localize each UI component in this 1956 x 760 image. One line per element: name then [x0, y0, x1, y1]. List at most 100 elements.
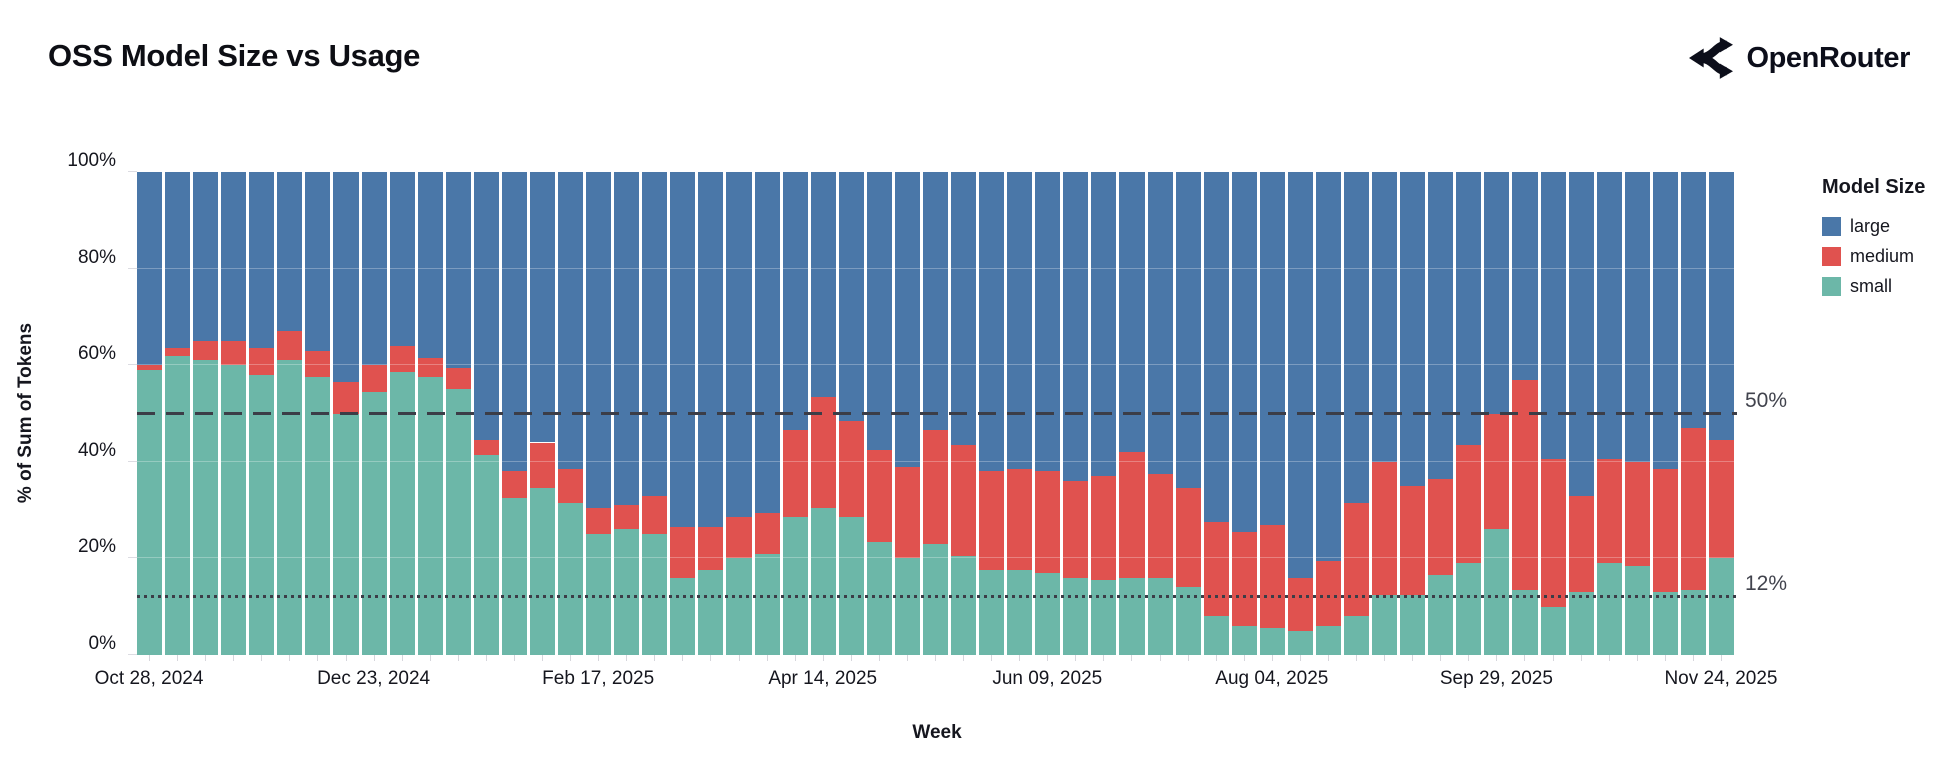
bar-segment-medium[interactable] — [726, 517, 752, 559]
bar-segment-large[interactable] — [1484, 172, 1510, 414]
bar[interactable] — [1400, 172, 1426, 655]
bar-segment-medium[interactable] — [1344, 502, 1370, 617]
bar-segment-small[interactable] — [1175, 587, 1201, 655]
bar-segment-large[interactable] — [221, 172, 247, 342]
bar[interactable] — [1007, 172, 1033, 655]
bar-segment-medium[interactable] — [221, 341, 247, 366]
bar[interactable] — [586, 172, 612, 655]
bar-segment-large[interactable] — [1259, 172, 1285, 525]
bar-segment-medium[interactable] — [922, 430, 949, 544]
bar-segment-large[interactable] — [1007, 172, 1033, 470]
bar-segment-large[interactable] — [642, 172, 668, 496]
bar[interactable] — [726, 172, 752, 655]
bar[interactable] — [1119, 172, 1145, 655]
bar[interactable] — [951, 172, 977, 655]
bar[interactable] — [1540, 172, 1566, 655]
bar-segment-medium[interactable] — [417, 357, 443, 378]
bar[interactable] — [1315, 172, 1341, 655]
bar-segment-medium[interactable] — [866, 449, 892, 542]
bar-segment-small[interactable] — [1596, 563, 1622, 655]
bar-segment-medium[interactable] — [501, 471, 527, 499]
bar-segment-large[interactable] — [417, 172, 443, 358]
bar-segment-small[interactable] — [1091, 580, 1117, 655]
bar-segment-small[interactable] — [1568, 592, 1594, 655]
bar[interactable] — [1147, 172, 1173, 655]
bar-segment-large[interactable] — [558, 172, 584, 470]
bar[interactable] — [333, 172, 359, 655]
bar-segment-medium[interactable] — [1652, 469, 1678, 593]
bar-segment-large[interactable] — [894, 172, 920, 467]
bar-segment-small[interactable] — [1287, 630, 1313, 655]
bar-segment-small[interactable] — [866, 541, 892, 655]
bar[interactable] — [1708, 172, 1734, 655]
bar[interactable] — [529, 172, 556, 655]
bar-segment-medium[interactable] — [277, 331, 303, 361]
bar-segment-medium[interactable] — [1119, 452, 1145, 578]
bar-segment-large[interactable] — [1708, 172, 1734, 441]
bar-segment-medium[interactable] — [1708, 440, 1734, 559]
bar-segment-small[interactable] — [642, 534, 668, 655]
bar-segment-small[interactable] — [1007, 570, 1033, 655]
bar[interactable] — [866, 172, 892, 655]
bar-segment-small[interactable] — [1428, 575, 1454, 655]
bar-segment-large[interactable] — [1596, 172, 1622, 460]
bar-segment-large[interactable] — [1680, 172, 1706, 428]
bar-segment-small[interactable] — [1680, 589, 1706, 655]
bar[interactable] — [277, 172, 303, 655]
bar-segment-small[interactable] — [614, 529, 640, 655]
bar[interactable] — [1091, 172, 1117, 655]
bar-segment-small[interactable] — [670, 577, 696, 655]
bar-segment-small[interactable] — [1147, 577, 1173, 655]
bar[interactable] — [642, 172, 668, 655]
bar-segment-medium[interactable] — [445, 367, 471, 390]
bar-segment-large[interactable] — [922, 172, 949, 431]
bar-segment-large[interactable] — [698, 172, 724, 528]
bar-segment-small[interactable] — [529, 488, 556, 655]
bar-segment-large[interactable] — [838, 172, 864, 421]
legend-item-large[interactable]: large — [1822, 216, 1925, 237]
bar-segment-medium[interactable] — [558, 469, 584, 503]
bar[interactable] — [558, 172, 584, 655]
bar-segment-small[interactable] — [1512, 589, 1538, 655]
bar-segment-large[interactable] — [473, 172, 499, 441]
bar-segment-medium[interactable] — [1428, 478, 1454, 576]
bar[interactable] — [417, 172, 443, 655]
bar-segment-medium[interactable] — [1175, 488, 1201, 588]
bar[interactable] — [754, 172, 780, 655]
bar-segment-large[interactable] — [1287, 172, 1313, 578]
bar[interactable] — [137, 172, 163, 655]
bar-segment-medium[interactable] — [1035, 471, 1061, 573]
bar[interactable] — [614, 172, 640, 655]
bar-segment-large[interactable] — [1344, 172, 1370, 503]
bar-segment-large[interactable] — [1372, 172, 1398, 462]
bar-segment-large[interactable] — [445, 172, 471, 368]
bar-segment-small[interactable] — [1400, 594, 1426, 655]
bar-segment-large[interactable] — [782, 172, 808, 431]
bar-segment-small[interactable] — [951, 556, 977, 655]
bar-segment-large[interactable] — [1231, 172, 1257, 532]
bar-segment-small[interactable] — [1484, 529, 1510, 655]
bar-segment-large[interactable] — [1400, 172, 1426, 486]
bar-segment-small[interactable] — [501, 498, 527, 655]
bar-segment-large[interactable] — [389, 172, 415, 346]
bar-segment-large[interactable] — [1512, 172, 1538, 380]
bar-segment-large[interactable] — [1568, 172, 1594, 496]
bar-segment-large[interactable] — [1652, 172, 1678, 470]
bar-segment-medium[interactable] — [979, 471, 1005, 571]
bar-segment-large[interactable] — [1175, 172, 1201, 489]
bar-segment-large[interactable] — [501, 172, 527, 472]
bar-segment-small[interactable] — [1231, 626, 1257, 655]
bar-segment-large[interactable] — [1063, 172, 1089, 482]
bar[interactable] — [1456, 172, 1482, 655]
bar[interactable] — [305, 172, 331, 655]
bar-segment-small[interactable] — [445, 389, 471, 655]
bar-segment-small[interactable] — [361, 391, 387, 655]
bar-segment-medium[interactable] — [193, 341, 219, 361]
bar-segment-medium[interactable] — [1147, 473, 1173, 578]
bar-segment-medium[interactable] — [361, 365, 387, 392]
bar-segment-small[interactable] — [810, 507, 836, 655]
bar-segment-medium[interactable] — [754, 512, 780, 554]
bar[interactable] — [838, 172, 864, 655]
bar[interactable] — [670, 172, 696, 655]
legend-item-small[interactable]: small — [1822, 276, 1925, 297]
